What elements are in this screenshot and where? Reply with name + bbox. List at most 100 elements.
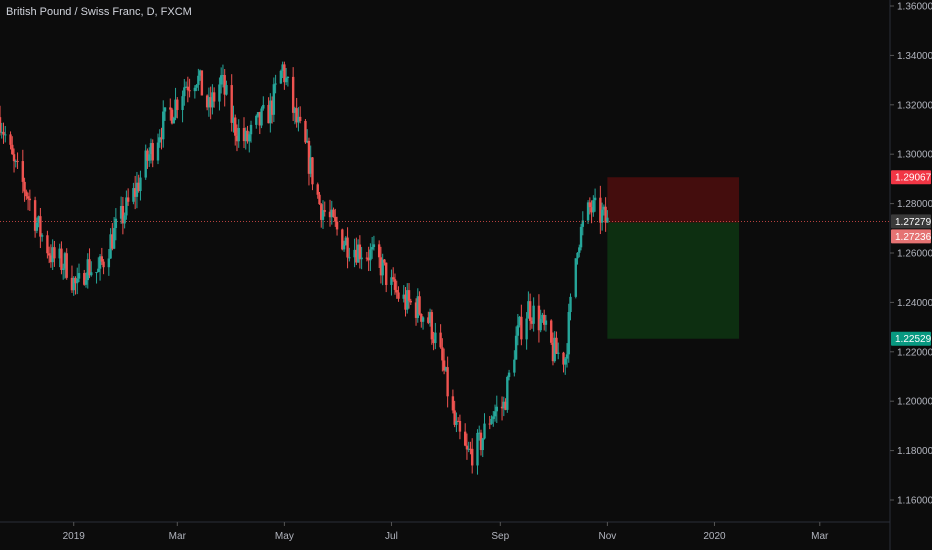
candle-body <box>186 86 190 91</box>
candle-body <box>520 316 523 340</box>
candle <box>458 414 462 440</box>
candle <box>465 433 469 460</box>
candle-body <box>416 296 419 318</box>
candle <box>90 261 93 277</box>
price-tick-label: 1.36000 <box>897 2 932 13</box>
candle-body <box>237 127 240 142</box>
candle-body <box>100 256 104 262</box>
candle-body <box>579 226 583 248</box>
current-price-tag-bg <box>891 214 931 229</box>
candle <box>316 182 319 199</box>
candle <box>158 129 161 148</box>
candle <box>169 98 172 121</box>
candle <box>328 199 332 227</box>
candle <box>46 230 49 259</box>
candle <box>492 411 495 427</box>
candle-body <box>421 317 425 322</box>
candle <box>4 125 7 143</box>
candle <box>576 252 579 265</box>
candle-body <box>418 296 421 314</box>
candle <box>550 319 553 345</box>
candle-body <box>530 320 534 324</box>
candle <box>358 235 362 269</box>
candle <box>272 77 276 123</box>
candle <box>539 309 542 333</box>
candle <box>230 74 233 132</box>
candle <box>102 259 105 275</box>
candle <box>232 105 235 133</box>
candle <box>133 175 137 210</box>
candle-body <box>478 432 481 434</box>
candle-body <box>244 130 247 142</box>
candle <box>555 331 558 355</box>
candle <box>305 129 309 144</box>
candle-body <box>9 134 12 145</box>
candle <box>258 111 262 135</box>
candle <box>420 313 423 328</box>
candle <box>320 203 323 228</box>
candle <box>197 68 200 91</box>
candle <box>188 78 191 98</box>
candle-body <box>61 268 65 270</box>
candle-body <box>311 157 314 185</box>
candle <box>392 267 395 282</box>
time-tick-label: May <box>275 531 294 542</box>
candle <box>121 197 125 235</box>
candle-body <box>2 131 5 135</box>
time-axis[interactable]: 2019 Mar May Jul Sep Nov 2020 Mar <box>0 521 890 542</box>
candle-body <box>151 143 154 161</box>
candle-body <box>51 247 54 263</box>
candle-body <box>137 182 140 191</box>
candle-body <box>163 107 167 112</box>
candle <box>72 276 75 296</box>
stop-loss-tag: 1.29067 <box>891 170 932 185</box>
candle-body <box>255 115 258 125</box>
candle-body <box>430 312 434 340</box>
candle-body <box>146 150 149 161</box>
candle <box>395 280 398 299</box>
candle <box>479 429 483 456</box>
candle-body <box>112 228 116 249</box>
candle-body <box>176 99 179 111</box>
candle <box>174 87 177 121</box>
candle-body <box>200 70 204 96</box>
candle <box>39 207 42 249</box>
candle <box>291 67 295 122</box>
candle <box>409 298 412 305</box>
candle <box>381 253 384 286</box>
candle-body <box>335 221 339 230</box>
candle-body <box>76 278 79 284</box>
candle-body <box>344 237 348 245</box>
candle <box>456 417 460 422</box>
candle-body <box>542 314 546 325</box>
candle <box>49 244 53 268</box>
candle-body <box>95 272 98 274</box>
candle-body <box>455 420 458 425</box>
candle-body <box>234 117 237 136</box>
price-tick-label: 1.26000 <box>897 249 932 260</box>
stop-loss-zone[interactable] <box>607 177 740 223</box>
candle <box>163 107 167 121</box>
candle-body <box>407 290 411 301</box>
candle <box>0 105 2 136</box>
candle <box>162 100 165 148</box>
time-tick-label: 2020 <box>703 531 726 542</box>
candle <box>170 107 174 125</box>
price-tick-label: 1.30000 <box>897 150 932 161</box>
candle-body <box>372 244 376 248</box>
candle-body <box>404 294 407 310</box>
candle-body <box>4 134 7 136</box>
take-profit-zone[interactable] <box>607 222 740 339</box>
candle <box>562 351 565 373</box>
candle-body <box>606 217 609 223</box>
candle <box>341 228 344 251</box>
candle-body <box>334 216 337 222</box>
candle-body <box>476 432 479 466</box>
candle <box>541 312 544 323</box>
candle-body <box>309 157 312 174</box>
candle-body <box>60 248 63 270</box>
candle <box>372 235 376 251</box>
price-axis[interactable]: 1.36000 1.34000 1.32000 1.30000 1.28000 1.260… <box>889 0 932 550</box>
candle-body <box>553 337 556 362</box>
